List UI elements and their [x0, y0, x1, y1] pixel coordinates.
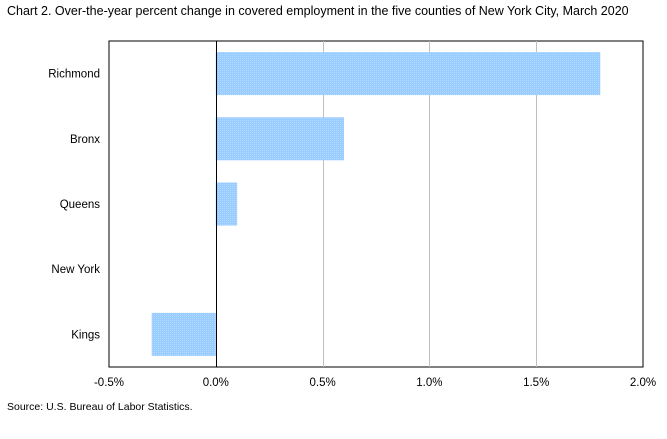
category-label: Richmond: [48, 69, 100, 81]
bar-richmond: [215, 52, 601, 96]
chart-title: Chart 2. Over-the-year percent change in…: [7, 4, 629, 18]
plot-area: [108, 40, 644, 368]
bar-bronx: [215, 117, 344, 161]
x-tick-label: 1.0%: [416, 377, 442, 389]
x-tick-label: -0.5%: [94, 377, 124, 389]
category-label: Kings: [71, 329, 100, 341]
category-label: New York: [51, 264, 100, 276]
label-layer: Richmond Bronx Queens New York Kings -0.5% 0.0…: [48, 69, 656, 389]
bar-layer: [151, 52, 601, 356]
x-tick-label: 1.5%: [523, 377, 549, 389]
bar-queens: [215, 182, 238, 226]
x-tick-label: 2.0%: [630, 377, 656, 389]
x-tick-label: 0.5%: [309, 377, 335, 389]
category-label: Bronx: [70, 134, 100, 146]
chart-source: Source: U.S. Bureau of Labor Statistics.: [7, 401, 193, 413]
category-label: Queens: [60, 199, 101, 211]
bar-kings: [151, 312, 216, 356]
x-tick-label: 0.0%: [203, 377, 229, 389]
grid-layer: [323, 41, 537, 367]
